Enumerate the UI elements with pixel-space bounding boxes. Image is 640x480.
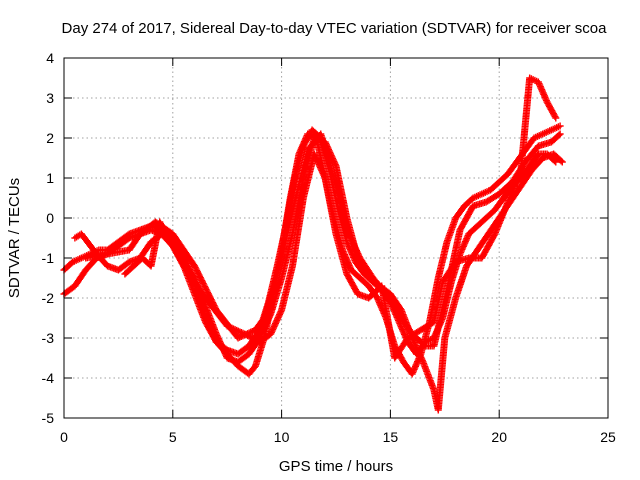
- x-tick-label: 20: [491, 429, 507, 445]
- chart-title: Day 274 of 2017, Sidereal Day-to-day VTE…: [62, 20, 608, 37]
- data-point-interp: [230, 325, 238, 333]
- data-point: [552, 114, 560, 122]
- y-tick-label: 1: [46, 170, 54, 186]
- data-point: [556, 130, 564, 138]
- data-point-interp: [555, 131, 563, 139]
- data-point-interp: [225, 323, 233, 331]
- y-axis-label: SDTVAR / TECUs: [6, 178, 23, 298]
- data-point-interp: [248, 334, 256, 342]
- x-axis-label: GPS time / hours: [279, 458, 393, 475]
- data-point: [556, 122, 564, 130]
- data-point-interp: [234, 327, 242, 335]
- y-tick-label: 0: [46, 210, 54, 226]
- y-tick-label: -3: [42, 330, 55, 346]
- plot-frame: [63, 57, 609, 419]
- data-point-interp: [248, 327, 256, 335]
- data-point-interp: [231, 326, 239, 334]
- data-point-interp: [244, 332, 252, 340]
- data-point: [234, 334, 242, 342]
- data-point-interp: [239, 329, 247, 337]
- data-point-interp: [236, 328, 244, 336]
- data-points: [60, 74, 566, 414]
- data-point-interp: [245, 332, 253, 340]
- x-tick-label: 0: [60, 429, 68, 445]
- y-tick-label: 2: [46, 130, 54, 146]
- y-tick-label: -5: [42, 410, 55, 426]
- y-tick-label: -1: [42, 250, 55, 266]
- data-point-interp: [237, 329, 245, 337]
- y-tick-label: 4: [46, 50, 54, 66]
- data-point-interp: [233, 326, 241, 334]
- y-tick-label: 3: [46, 90, 54, 106]
- data-point: [558, 158, 566, 166]
- data-point-interp: [551, 113, 559, 121]
- x-tick-label: 10: [274, 429, 290, 445]
- data-point-interp: [228, 324, 236, 332]
- y-tick-label: -2: [42, 290, 55, 306]
- x-tick-label: 15: [383, 429, 399, 445]
- data-point-interp: [226, 323, 234, 331]
- y-tick-label: -4: [42, 370, 55, 386]
- data-point-interp: [250, 335, 258, 343]
- data-point: [241, 330, 249, 338]
- x-tick-label: 5: [169, 429, 177, 445]
- data-point: [223, 322, 231, 330]
- data-point-interp: [247, 333, 255, 341]
- x-tick-label: 25: [600, 429, 616, 445]
- data-point-interp: [251, 336, 259, 344]
- data-point-interp: [557, 157, 565, 165]
- data-point-interp: [242, 331, 250, 339]
